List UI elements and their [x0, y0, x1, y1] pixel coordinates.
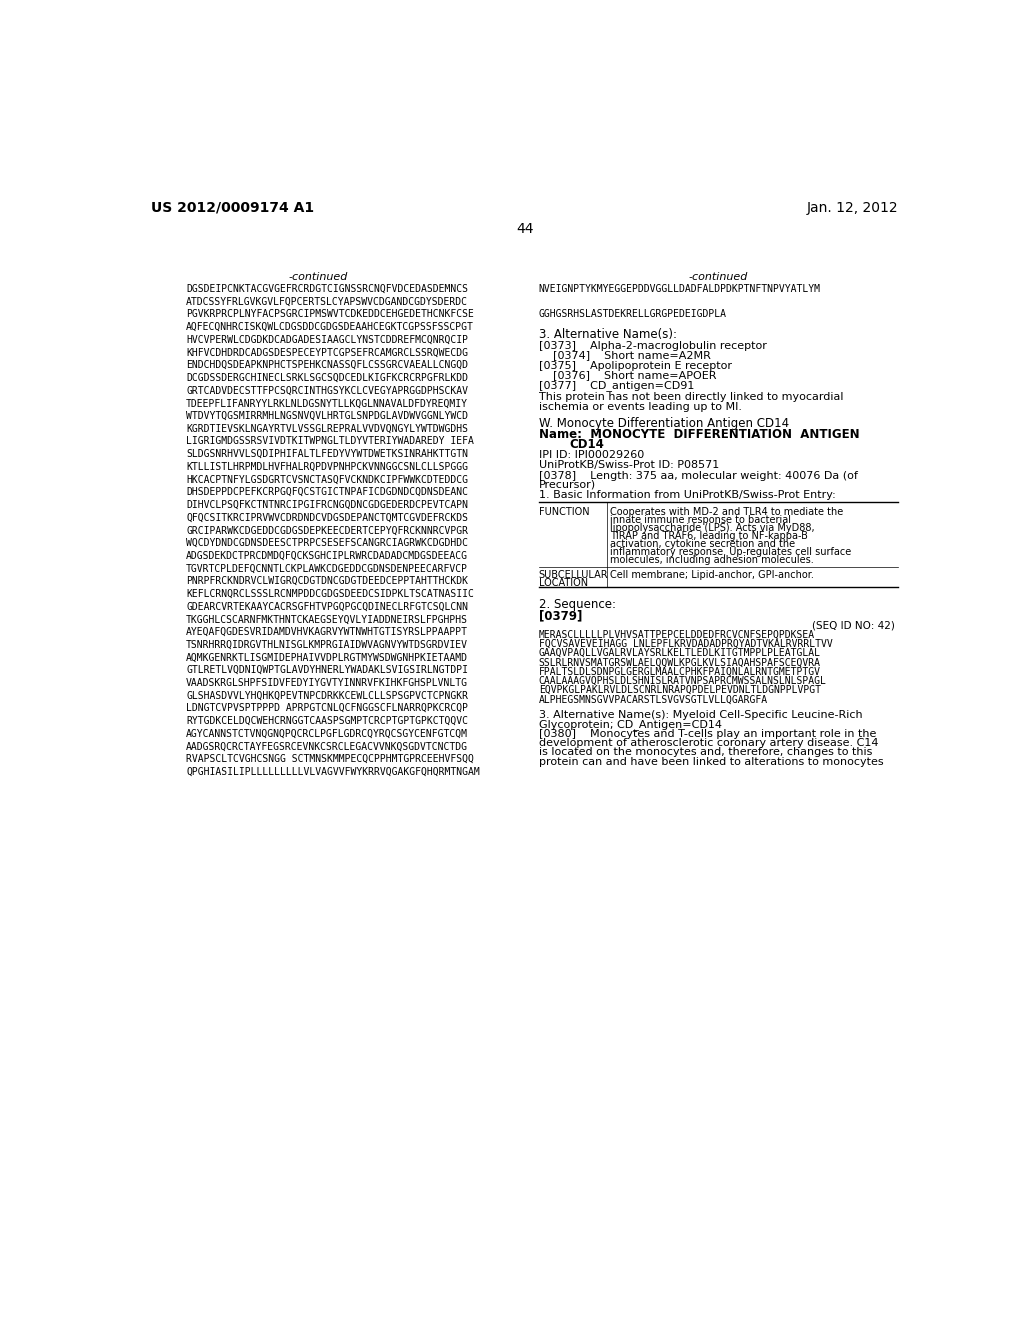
- Text: Cell membrane; Lipid-anchor, GPI-anchor.: Cell membrane; Lipid-anchor, GPI-anchor.: [610, 570, 814, 581]
- Text: KGRDTIEVSKLNGAYRTVLVSSGLREPRALVVDVQNGYLYWTDWGDHS: KGRDTIEVSKLNGAYRTVLVSSGLREPRALVVDVQNGYLY…: [186, 424, 468, 434]
- Text: W. Monocyte Differentiation Antigen CD14: W. Monocyte Differentiation Antigen CD14: [539, 417, 788, 430]
- Text: HVCVPERWLCDGDKDCADGADESIAAGCLYNSTCDDREFMCQNRQCIP: HVCVPERWLCDGDKDCADGADESIAAGCLYNSTCDDREFM…: [186, 335, 468, 345]
- Text: SUBCELLULAR: SUBCELLULAR: [539, 570, 608, 581]
- Text: FUNCTION: FUNCTION: [539, 507, 590, 517]
- Text: US 2012/0009174 A1: US 2012/0009174 A1: [152, 201, 314, 215]
- Text: [0378]    Length: 375 aa, molecular weight: 40076 Da (of: [0378] Length: 375 aa, molecular weight:…: [539, 471, 858, 480]
- Text: KTLLISTLHRPMDLHVFHALRQPDVPNHPCKVNNGGCSNLCLLSPGGG: KTLLISTLHRPMDLHVFHALRQPDVPNHPCKVNNGGCSNL…: [186, 462, 468, 471]
- Text: RVAPSCLTCVGHCSNGG SCTMNSKMMPECQCPPHMTGPRCEEHVFSQQ: RVAPSCLTCVGHCSNGG SCTMNSKMMPECQCPPHMTGPR…: [186, 754, 474, 764]
- Text: IPI ID: IPI00029260: IPI ID: IPI00029260: [539, 450, 644, 459]
- Text: 1. Basic Information from UniProtKB/Swiss-Prot Entry:: 1. Basic Information from UniProtKB/Swis…: [539, 490, 836, 500]
- Text: KEFLCRNQRCLSSSLRCNMPDDCGDGSDEEDCSIDPKLTSCATNASIIC: KEFLCRNQRCLSSSLRCNMPDDCGDGSDEEDCSIDPKLTS…: [186, 589, 474, 599]
- Text: ALPHEGSMNSGVVPACARSTLSVGVSGTLVLLQGARGFA: ALPHEGSMNSGVVPACARSTLSVGVSGTLVLLQGARGFA: [539, 694, 768, 705]
- Text: PGVKRPRCPLNYFACPSGRCIPMSWVTCDKEDDCEHGEDETHCNKFCSE: PGVKRPRCPLNYFACPSGRCIPMSWVTCDKEDDCEHGEDE…: [186, 309, 474, 319]
- Text: protein can and have been linked to alterations to monocytes: protein can and have been linked to alte…: [539, 756, 884, 767]
- Text: ENDCHDQSDEAPKNPHCTSPEHKCNASSQFLCSSGRCVAEALLCNGQD: ENDCHDQSDEAPKNPHCTSPEHKCNASSQFLCSSGRCVAE…: [186, 360, 468, 370]
- Text: WQCDYDNDCGDNSDEESCTPRPCSESEFSCANGRCIAGRWKCDGDHDC: WQCDYDNDCGDNSDEESCTPRPCSESEFSCANGRCIAGRW…: [186, 539, 468, 548]
- Text: GRTCADVDECSTTFPCSQRCINTHGSYKCLCVEGYAPRGGDPHSCKAV: GRTCADVDECSTTFPCSQRCINTHGSYKCLCVEGYAPRGG…: [186, 385, 468, 396]
- Text: is located on the monocytes and, therefore, changes to this: is located on the monocytes and, therefo…: [539, 747, 872, 758]
- Text: MERASCLLLLLPLVHVSATTPEPCELDDEDFRCVCNFSEPQPDKSEA: MERASCLLLLLPLVHVSATTPEPCELDDEDFRCVCNFSEP…: [539, 630, 815, 640]
- Text: Precursor): Precursor): [539, 480, 596, 490]
- Text: NVEIGNPTYKMYEGGEPDDVGGLLDADFALDPDKPTNFTNPVYATLYM: NVEIGNPTYKMYEGGEPDDVGGLLDADFALDPDKPTNFTN…: [539, 284, 821, 294]
- Text: Jan. 12, 2012: Jan. 12, 2012: [807, 201, 898, 215]
- Text: innate immune response to bacterial: innate immune response to bacterial: [610, 515, 792, 525]
- Text: SSLRLRNVSMATGRSWLAELQQWLKPGLKVLSIAQAHSPAFSCEQVRA: SSLRLRNVSMATGRSWLAELQQWLKPGLKVLSIAQAHSPA…: [539, 657, 821, 668]
- Text: -continued: -continued: [689, 272, 749, 282]
- Text: QPGHIASILIPLLLLLLLLLVLVAGVVFWYKRRVQGAKGFQHQRMTNGAM: QPGHIASILIPLLLLLLLLLVLVAGVVFWYKRRVQGAKGF…: [186, 767, 480, 776]
- Text: KHFVCDHDRDCADGSDESPECEYPTCGPSEFRCAMGRCLSSRQWECDG: KHFVCDHDRDCADGSDESPECEYPTCGPSEFRCAMGRCLS…: [186, 347, 468, 358]
- Text: 3. Alternative Name(s): Myeloid Cell-Specific Leucine-Rich: 3. Alternative Name(s): Myeloid Cell-Spe…: [539, 710, 862, 719]
- Text: TKGGHLCSCARNFMKTHNTCKAEGSEYQVLYIADDNEIRSLFPGHPHS: TKGGHLCSCARNFMKTHNTCKAEGSEYQVLYIADDNEIRS…: [186, 614, 468, 624]
- Text: TIRAP and TRAF6, leading to NF-kappa-B: TIRAP and TRAF6, leading to NF-kappa-B: [610, 531, 808, 541]
- Text: Name:  MONOCYTE  DIFFERENTIATION  ANTIGEN: Name: MONOCYTE DIFFERENTIATION ANTIGEN: [539, 428, 859, 441]
- Text: AGYCANNSTCTVNQGNQPQCRCLPGFLGDRCQYRQCSGYCENFGTCQM: AGYCANNSTCTVNQGNQPQCRCLPGFLGDRCQYRQCSGYC…: [186, 729, 468, 739]
- Text: [0380]    Monocytes and T-cells play an important role in the: [0380] Monocytes and T-cells play an imp…: [539, 729, 877, 739]
- Text: LOCATION: LOCATION: [539, 578, 588, 587]
- Text: CD14: CD14: [569, 438, 604, 451]
- Text: RYTGDKCELDQCWEHCRNGGTCAASPSGMPTCRCPTGPTGPKCTQQVC: RYTGDKCELDQCWEHCRNGGTCAASPSGMPTCRCPTGPTG…: [186, 715, 468, 726]
- Text: TSNRHRRQIDRGVTHLNISGLKMPRGIAIDWVAGNVYWTDSGRDVIEV: TSNRHRRQIDRGVTHLNISGLKMPRGIAIDWVAGNVYWTD…: [186, 640, 468, 649]
- Text: AQFECQNHRCISKQWLCDGSDDCGDGSDEAAHCEGKTCGPSSFSSCPGT: AQFECQNHRCISKQWLCDGSDDCGDGSDEAAHCEGKTCGP…: [186, 322, 474, 333]
- Text: WTDVYTQGSMIRRMHLNGSNVQVLHRTGLSNPDGLAVDWVGGNLYWCD: WTDVYTQGSMIRRMHLNGSNVQVLHRTGLSNPDGLAVDWV…: [186, 411, 468, 421]
- Text: GDEARCVRTEKAAYCACRSGFHTVPGQPGCQDINECLRFGTCSQLCNN: GDEARCVRTEKAAYCACRSGFHTVPGQPGCQDINECLRFG…: [186, 602, 468, 611]
- Text: EQVPKGLPAKLRVLDLSCNRLNRAPQPDELPEVDNLTLDGNPPLVPGT: EQVPKGLPAKLRVLDLSCNRLNRAPQPDELPEVDNLTLDG…: [539, 685, 821, 696]
- Text: FQCVSAVEVEIHAGG LNLEPFLKRVDADADPRQYADTVKALRVRRLTVV: FQCVSAVEVEIHAGG LNLEPFLKRVDADADPRQYADTVK…: [539, 639, 833, 649]
- Text: UniProtKB/Swiss-Prot ID: P08571: UniProtKB/Swiss-Prot ID: P08571: [539, 459, 719, 470]
- Text: TGVRTCPLDEFQCNNTLCKPLAWKCDGEDDCGDNSDENPEECARFVCP: TGVRTCPLDEFQCNNTLCKPLAWKCDGEDDCGDNSDENPE…: [186, 564, 468, 573]
- Text: [0375]    Apolipoprotein E receptor: [0375] Apolipoprotein E receptor: [539, 360, 732, 371]
- Text: VAADSKRGLSHPFSIDVFEDYIYGVTYINNRVFKIHKFGHSPLVNLTG: VAADSKRGLSHPFSIDVFEDYIYGVTYINNRVFKIHKFGH…: [186, 677, 468, 688]
- Text: SLDGSNRHVVLSQDIPHIFALTLFEDYVYWTDWETKSINRAHKTTGTN: SLDGSNRHVVLSQDIPHIFALTLFEDYVYWTDWETKSINR…: [186, 449, 468, 459]
- Text: PNRPFRCKNDRVCLWIGRQCDGTDNCGDGTDEEDCEPPTAHTTHCKDK: PNRPFRCKNDRVCLWIGRQCDGTDNCGDGTDEEDCEPPTA…: [186, 576, 468, 586]
- Text: [0377]    CD_antigen=CD91: [0377] CD_antigen=CD91: [539, 380, 694, 392]
- Text: Cooperates with MD-2 and TLR4 to mediate the: Cooperates with MD-2 and TLR4 to mediate…: [610, 507, 844, 517]
- Text: lipopolysaccharide (LPS). Acts via MyD88,: lipopolysaccharide (LPS). Acts via MyD88…: [610, 523, 815, 533]
- Text: ATDCSSYFRLGVKGVLFQPCERTSLCYAPSWVCDGANDCGDYSDERDC: ATDCSSYFRLGVKGVLFQPCERTSLCYAPSWVCDGANDCG…: [186, 297, 468, 306]
- Text: CAALAAAGVQPHSLDLSHNISLRATVNPSAPRCMWSSALNSLNLSPAGL: CAALAAAGVQPHSLDLSHNISLRATVNPSAPRCMWSSALN…: [539, 676, 826, 686]
- Text: 2. Sequence:: 2. Sequence:: [539, 598, 615, 611]
- Text: [0379]: [0379]: [539, 610, 582, 623]
- Text: GTLRETLVQDNIQWPTGLAVDYHNERLYWADAKLSVIGSIRLNGTDPI: GTLRETLVQDNIQWPTGLAVDYHNERLYWADAKLSVIGSI…: [186, 665, 468, 675]
- Text: development of atherosclerotic coronary artery disease. C14: development of atherosclerotic coronary …: [539, 738, 879, 748]
- Text: GGHGSRHSLASTDEKRELLGRGPEDEIGDPLA: GGHGSRHSLASTDEKRELLGRGPEDEIGDPLA: [539, 309, 727, 319]
- Text: activation, cytokine secretion and the: activation, cytokine secretion and the: [610, 539, 796, 549]
- Text: AADGSRQCRCTAYFEGSRCEVNKCSRCLEGACVVNKQSGDVTCNCTDG: AADGSRQCRCTAYFEGSRCEVNKCSRCLEGACVVNKQSGD…: [186, 742, 468, 751]
- Text: DHSDEPPDCPEFKCRPGQFQCSTGICTNPAFICDGDNDCQDNSDEANC: DHSDEPPDCPEFKCRPGQFQCSTGICTNPAFICDGDNDCQ…: [186, 487, 468, 498]
- Text: GRCIPARWKCDGEDDCGDGSDEPKEECDERTCEPYQFRCKNNRCVPGR: GRCIPARWKCDGEDDCGDGSDEPKEECDERTCEPYQFRCK…: [186, 525, 468, 536]
- Text: 44: 44: [516, 222, 534, 235]
- Text: AQMKGENRKTLISGMIDEPHAIVVDPLRGTMYWSDWGNHPKIETAAMD: AQMKGENRKTLISGMIDEPHAIVVDPLRGTMYWSDWGNHP…: [186, 652, 468, 663]
- Text: GLSHASDVVLYHQHKQPEVTNPCDRKKCEWLCLLSPSGPVCTCPNGKR: GLSHASDVVLYHQHKQPEVTNPCDRKKCEWLCLLSPSGPV…: [186, 690, 468, 701]
- Text: LDNGTCVPVSPTPPPD APRPGTCNLQCFNGGSCFLNARRQPKCRCQP: LDNGTCVPVSPTPPPD APRPGTCNLQCFNGGSCFLNARR…: [186, 704, 468, 713]
- Text: molecules, including adhesion molecules.: molecules, including adhesion molecules.: [610, 556, 814, 565]
- Text: ADGSDEKDCTPRCDMDQFQCKSGHCIPLRWRCDADADCMDGSDEEACG: ADGSDEKDCTPRCDMDQFQCKSGHCIPLRWRCDADADCMD…: [186, 550, 468, 561]
- Text: [0373]    Alpha-2-macroglobulin receptor: [0373] Alpha-2-macroglobulin receptor: [539, 341, 767, 351]
- Text: DIHVCLPSQFKCTNTNRCIPGIFRCNGQDNCGDGEDERDCPEVTCAPN: DIHVCLPSQFKCTNTNRCIPGIFRCNGQDNCGDGEDERDC…: [186, 500, 468, 510]
- Text: TDEEPFLIFANRYYLRKLNLDGSNYTLLKQGLNNAVALDFDYREQMIY: TDEEPFLIFANRYYLRKLNLDGSNYTLLKQGLNNAVALDF…: [186, 399, 468, 408]
- Text: inflammatory response. Up-regulates cell surface: inflammatory response. Up-regulates cell…: [610, 548, 851, 557]
- Text: -continued: -continued: [288, 272, 347, 282]
- Text: This protein has not been directly linked to myocardial: This protein has not been directly linke…: [539, 392, 843, 403]
- Text: HKCACPTNFYLGSDGRTCVSNCTASQFVCKNDKCIPFWWKCDTEDDCG: HKCACPTNFYLGSDGRTCVSNCTASQFVCKNDKCIPFWWK…: [186, 474, 468, 484]
- Text: 3. Alternative Name(s):: 3. Alternative Name(s):: [539, 329, 677, 341]
- Text: DGSDEIPCNKTACGVGEFRCRDGTCIGNSSRCNQFVDCEDASDEMNCS: DGSDEIPCNKTACGVGEFRCRDGTCIGNSSRCNQFVDCED…: [186, 284, 468, 294]
- Text: FPALTSLDLSDNPGLGERGLMAALCPHKFPAIQNLALRNTGMETPTGV: FPALTSLDLSDNPGLGERGLMAALCPHKFPAIQNLALRNT…: [539, 667, 821, 677]
- Text: [0374]    Short name=A2MR: [0374] Short name=A2MR: [539, 351, 711, 360]
- Text: AYEQAFQGDESVRIDAMDVHVKAGRVYWTNWHTGTISYRSLPPAAPPT: AYEQAFQGDESVRIDAMDVHVKAGRVYWTNWHTGTISYRS…: [186, 627, 468, 638]
- Text: GAAQVPAQLLVGALRVLAYSRLKELTLEDLKITGTMPPLPLEATGLAL: GAAQVPAQLLVGALRVLAYSRLKELTLEDLKITGTMPPLP…: [539, 648, 821, 659]
- Text: ischemia or events leading up to MI.: ischemia or events leading up to MI.: [539, 403, 741, 412]
- Text: [0376]    Short name=APOER: [0376] Short name=APOER: [539, 371, 716, 380]
- Text: Glycoprotein; CD_Antigen=CD14: Glycoprotein; CD_Antigen=CD14: [539, 719, 722, 730]
- Text: (SEQ ID NO: 42): (SEQ ID NO: 42): [812, 620, 895, 631]
- Text: LIGRIGMDGSSRSVIVDTKITWPNGLTLDYVTERIYWADAREDY IEFA: LIGRIGMDGSSRSVIVDTKITWPNGLTLDYVTERIYWADA…: [186, 437, 474, 446]
- Text: QFQCSITKRCIPRVWVCDRDNDCVDGSDEPANCTQMTCGVDEFRCKDS: QFQCSITKRCIPRVWVCDRDNDCVDGSDEPANCTQMTCGV…: [186, 512, 468, 523]
- Text: DCGDSSDERGCHINECLSRKLSGCSQDCEDLKIGFKCRCRPGFRLKDD: DCGDSSDERGCHINECLSRKLSGCSQDCEDLKIGFKCRCR…: [186, 372, 468, 383]
